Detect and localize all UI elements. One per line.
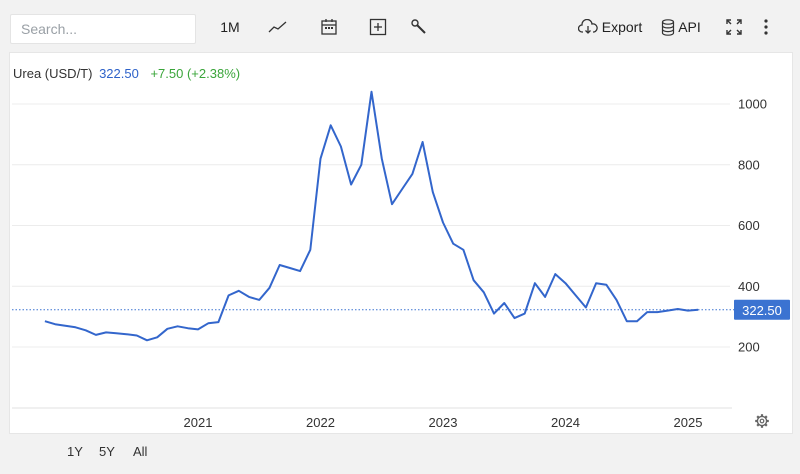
chart-type-button[interactable] [266,14,290,40]
y-tick-label: 1000 [738,97,767,112]
interval-button[interactable]: 1M [218,14,242,40]
legend-price: 322.50 [99,66,139,81]
y-tick-label: 800 [738,157,760,172]
y-tick-label: 200 [738,340,760,355]
chart-legend: Urea (USD/T) 322.50 +7.50 (+2.38%) [13,66,240,81]
settings-tools-button[interactable] [408,14,430,40]
wrench-icon [410,18,428,36]
x-tick-label: 2023 [429,415,458,430]
y-tick-label: 400 [738,279,760,294]
export-label: Export [601,19,643,35]
legend-change: +7.50 (+2.38%) [150,66,241,81]
series-line [44,90,699,342]
export-button[interactable]: Export [576,14,644,40]
x-tick-label: 2021 [184,415,213,430]
line-chart-icon [268,20,288,34]
fullscreen-icon [725,18,743,36]
interval-label: 1M [220,19,240,35]
cloud-download-icon [577,19,598,35]
database-icon [661,18,675,36]
api-label: API [678,19,701,35]
search-input[interactable] [10,14,196,44]
chart-panel [9,52,793,434]
chart-toolbar: 1M Export [0,0,800,52]
gear-icon[interactable] [755,414,769,428]
range-selector-bar [0,436,800,474]
range-1y-button[interactable]: 1Y [67,444,83,459]
calendar-icon [320,18,338,36]
price-tag-bg [734,299,790,320]
legend-series-name: Urea (USD/T) [13,66,93,81]
plus-box-icon [369,18,387,36]
y-tick-label: 600 [738,218,760,233]
api-button[interactable]: API [660,14,702,40]
more-vertical-icon [763,18,769,36]
range-5y-button[interactable]: 5Y [99,444,115,459]
range-all-button[interactable]: All [133,444,148,459]
date-range-button[interactable] [318,14,340,40]
x-tick-label: 2025 [674,415,703,430]
add-indicator-button[interactable] [367,14,389,40]
more-options-button[interactable] [758,14,774,40]
fullscreen-button[interactable] [723,14,745,40]
x-tick-label: 2022 [306,415,335,430]
x-tick-label: 2024 [551,415,580,430]
price-tag-label: 322.50 [742,303,782,318]
